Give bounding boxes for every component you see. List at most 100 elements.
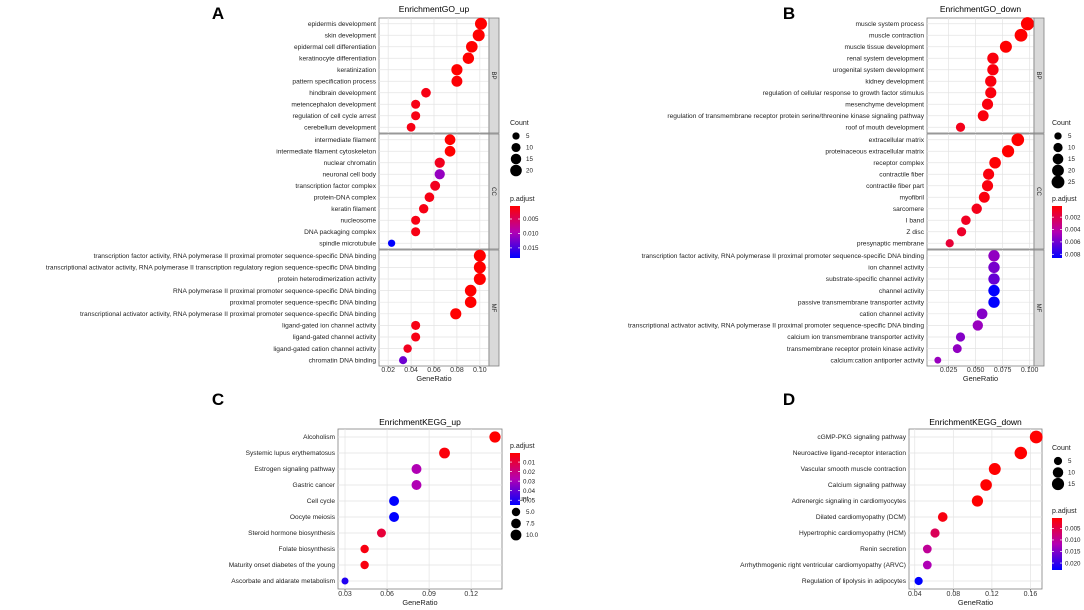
count-legend-title: Count bbox=[1052, 445, 1071, 452]
term-label: Estrogen signaling pathway bbox=[254, 466, 335, 473]
data-point bbox=[989, 156, 1001, 169]
padj-legend-label: 0.010 bbox=[523, 231, 539, 238]
data-point bbox=[981, 180, 994, 192]
term-label: transcriptional activator activity, RNA … bbox=[628, 323, 924, 330]
term-label: Oocyte meiosis bbox=[290, 514, 336, 521]
count-legend-key bbox=[1052, 153, 1064, 165]
data-point bbox=[976, 308, 988, 320]
term-label: Regulation of lipolysis in adipocytes bbox=[802, 578, 907, 585]
facet-main: Alcoholism Systemic lupus erythematosus Es… bbox=[229, 428, 503, 590]
data-point bbox=[411, 320, 421, 330]
data-point bbox=[430, 180, 441, 191]
count-legend-key bbox=[511, 142, 521, 153]
data-point bbox=[403, 344, 412, 353]
facet-strip-label: CC bbox=[1035, 187, 1041, 196]
data-point bbox=[1029, 430, 1043, 444]
data-point bbox=[988, 463, 1001, 475]
term-label: Neuroactive ligand-receptor interaction bbox=[793, 450, 907, 457]
facet-cc: extracellular matrix proteinaceous extrac… bbox=[825, 133, 1045, 250]
term-label: Adrenergic signaling in cardiomyocytes bbox=[792, 498, 907, 505]
term-label: channel activity bbox=[879, 288, 925, 295]
data-point bbox=[983, 168, 995, 180]
term-label: chromatin DNA binding bbox=[309, 357, 377, 364]
data-point bbox=[376, 528, 386, 538]
term-label: transmembrane receptor protein kinase ac… bbox=[787, 346, 925, 353]
count-legend-title: Count bbox=[1052, 120, 1071, 127]
facet-mf: transcription factor activity, RNA polym… bbox=[46, 249, 500, 367]
term-label: I band bbox=[906, 217, 925, 224]
term-label: regulation of transmembrane receptor pro… bbox=[667, 113, 924, 120]
term-label: keratinocyte differentiation bbox=[299, 55, 376, 62]
term-label: DNA packaging complex bbox=[304, 229, 377, 236]
term-label: contractile fiber part bbox=[866, 183, 924, 190]
count-legend-key bbox=[511, 518, 521, 529]
padj-legend-label: 0.002 bbox=[1065, 214, 1081, 221]
term-label: renal system development bbox=[847, 55, 924, 62]
term-label: regulation of cellular response to growt… bbox=[763, 90, 925, 97]
count-legend-key bbox=[1052, 164, 1064, 177]
panel-letter: D bbox=[783, 390, 795, 409]
term-label: intermediate filament cytoskeleton bbox=[276, 148, 376, 155]
term-label: RNA polymerase II proximal promoter sequ… bbox=[173, 288, 376, 295]
term-label: Steroid hormone biosynthesis bbox=[248, 530, 336, 537]
count-legend-key bbox=[511, 507, 521, 517]
data-point bbox=[489, 431, 501, 443]
count-legend-label: 25 bbox=[1068, 179, 1075, 186]
data-point bbox=[1014, 28, 1028, 42]
term-label: ion channel activity bbox=[868, 265, 924, 272]
count-legend-key bbox=[1053, 142, 1063, 153]
data-point bbox=[988, 261, 1000, 274]
padj-legend-label: 0.010 bbox=[1065, 537, 1081, 544]
data-point bbox=[977, 110, 989, 122]
data-point bbox=[411, 464, 422, 474]
padj-legend-label: 0.05 bbox=[523, 497, 536, 504]
data-point bbox=[1001, 145, 1015, 158]
count-legend-label: 5 bbox=[526, 133, 530, 140]
term-label: protein heterodimerization activity bbox=[278, 276, 377, 283]
data-point bbox=[972, 320, 983, 331]
x-axis-label: GeneRatio bbox=[958, 598, 993, 607]
data-point bbox=[988, 284, 1000, 297]
facet-strip bbox=[488, 249, 500, 367]
padj-legend: p.adjust 0.005 0.010 0.015 bbox=[510, 196, 539, 258]
data-point bbox=[472, 29, 485, 42]
padj-legend-label: 0.005 bbox=[523, 216, 539, 223]
data-point bbox=[1014, 446, 1028, 460]
facet-bp: epidermis development skin development epi… bbox=[291, 17, 500, 134]
data-point bbox=[980, 479, 992, 491]
term-label: Calcium signaling pathway bbox=[828, 482, 907, 489]
data-point bbox=[464, 284, 477, 297]
count-legend-label: 15 bbox=[526, 156, 533, 163]
x-tick-label: 0.06 bbox=[427, 367, 441, 374]
count-legend-key bbox=[1052, 467, 1064, 478]
data-point bbox=[389, 512, 400, 522]
data-point bbox=[450, 308, 462, 320]
padj-legend-label: 0.03 bbox=[523, 478, 536, 485]
data-point bbox=[914, 576, 923, 586]
x-tick-label: 0.02 bbox=[381, 367, 395, 374]
data-point bbox=[411, 215, 421, 225]
term-label: nuclear chromatin bbox=[324, 160, 377, 167]
padj-legend: p.adjust 0.01 0.02 0.03 0.04 0.05 bbox=[510, 443, 536, 505]
data-point bbox=[341, 577, 349, 585]
padj-legend-label: 0.020 bbox=[1065, 560, 1081, 567]
count-legend-label: 5 bbox=[1068, 458, 1072, 465]
term-label: transcription factor complex bbox=[295, 183, 376, 190]
x-tick-label: 0.08 bbox=[947, 591, 961, 598]
padj-legend-title: p.adjust bbox=[1052, 196, 1077, 203]
term-label: substrate-specific channel activity bbox=[826, 276, 925, 283]
term-label: calcium ion transmembrane transporter ac… bbox=[787, 334, 924, 341]
data-point bbox=[988, 273, 1000, 285]
data-point bbox=[411, 111, 421, 121]
term-label: transcriptional activator activity, RNA … bbox=[80, 311, 376, 318]
panel-letter: C bbox=[212, 390, 224, 409]
count-legend-key bbox=[1051, 175, 1065, 189]
data-point bbox=[971, 203, 982, 214]
facet-strip-label: MF bbox=[1035, 304, 1041, 313]
data-point bbox=[451, 75, 463, 87]
padj-legend: p.adjust 0.002 0.004 0.006 0.008 bbox=[1052, 196, 1081, 258]
facet-strip bbox=[1033, 133, 1045, 250]
term-label: intermediate filament bbox=[315, 137, 376, 144]
x-tick-label: 0.03 bbox=[338, 591, 352, 598]
